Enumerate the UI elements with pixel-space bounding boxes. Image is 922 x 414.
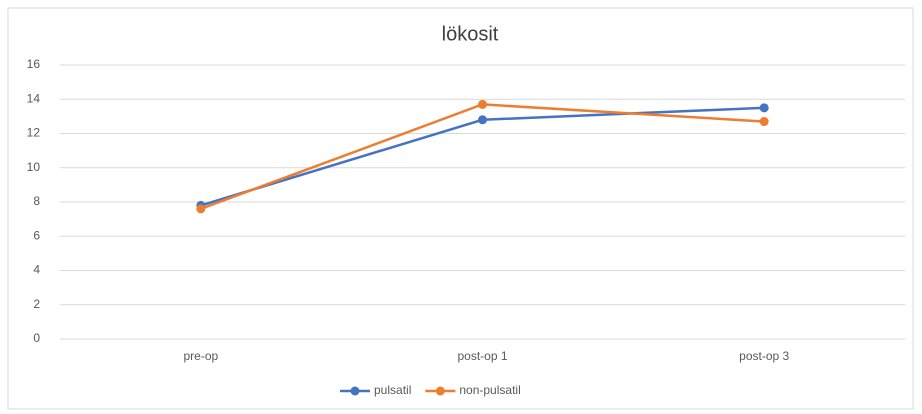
y-tick-label: 14 (27, 91, 41, 105)
chart-border (7, 7, 914, 410)
x-tick-label: post-op 1 (457, 349, 507, 363)
data-point (478, 115, 487, 125)
y-tick-label: 0 (33, 331, 40, 345)
data-point (759, 117, 769, 127)
chart-title: lökosit (442, 23, 499, 45)
y-tick-label: 2 (33, 297, 40, 311)
data-point (478, 99, 487, 109)
y-tick-label: 12 (27, 126, 41, 140)
y-tick-label: 6 (33, 228, 40, 242)
y-tick-label: 8 (33, 194, 40, 208)
y-tick-label: 4 (33, 263, 40, 277)
x-tick-label: post-op 3 (739, 349, 789, 363)
y-tick-label: 10 (27, 160, 41, 174)
legend-marker (435, 386, 445, 396)
legend-label: non-pulsatil (459, 383, 520, 397)
y-tick-label: 16 (27, 57, 41, 71)
legend-label: pulsatil (374, 383, 411, 397)
data-point (759, 103, 769, 113)
data-point (196, 204, 206, 214)
legend-marker (350, 386, 360, 396)
x-tick-label: pre-op (183, 349, 218, 363)
